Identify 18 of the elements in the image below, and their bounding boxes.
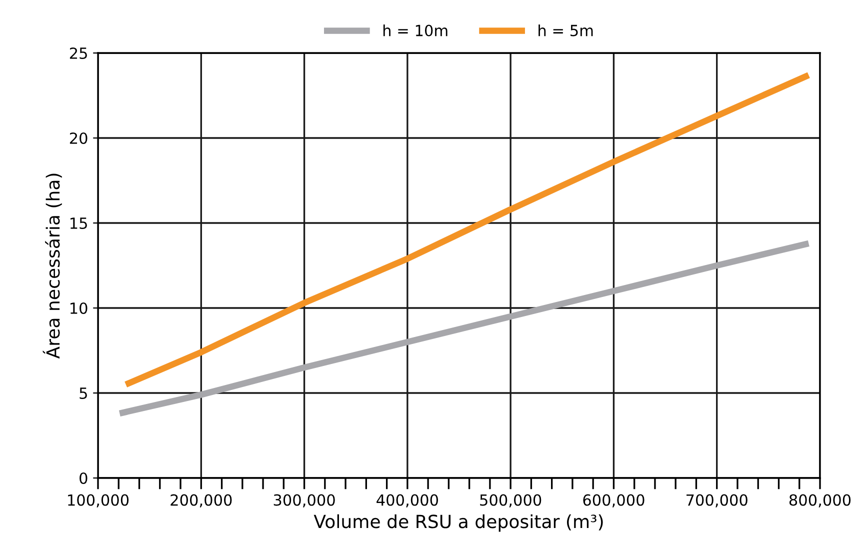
- y-axis-title: Área necessária (ha): [42, 174, 62, 359]
- x-tick-label: 200,000: [170, 494, 232, 508]
- x-tick-label: 800,000: [789, 494, 851, 508]
- x-tick-label: 400,000: [376, 494, 438, 508]
- x-tick-label: 700,000: [686, 494, 748, 508]
- y-tick-label: 25: [70, 47, 87, 60]
- y-tick-label: 0: [80, 472, 88, 484]
- x-tick-label: 600,000: [583, 494, 644, 508]
- y-tick-label: 10: [70, 302, 88, 314]
- y-tick-label: 20: [70, 132, 88, 144]
- x-tick-label: 500,000: [480, 494, 542, 508]
- x-axis-title: Volume de RSU a depositar (m³): [314, 514, 603, 532]
- y-tick-label: 15: [70, 218, 87, 230]
- y-tick-label: 5: [80, 388, 87, 400]
- legend-label: h = 10m: [383, 24, 448, 36]
- x-tick-label: 300,000: [274, 494, 335, 508]
- x-tick-label: 100,000: [68, 494, 129, 508]
- legend-label: h = 5m: [538, 24, 593, 36]
